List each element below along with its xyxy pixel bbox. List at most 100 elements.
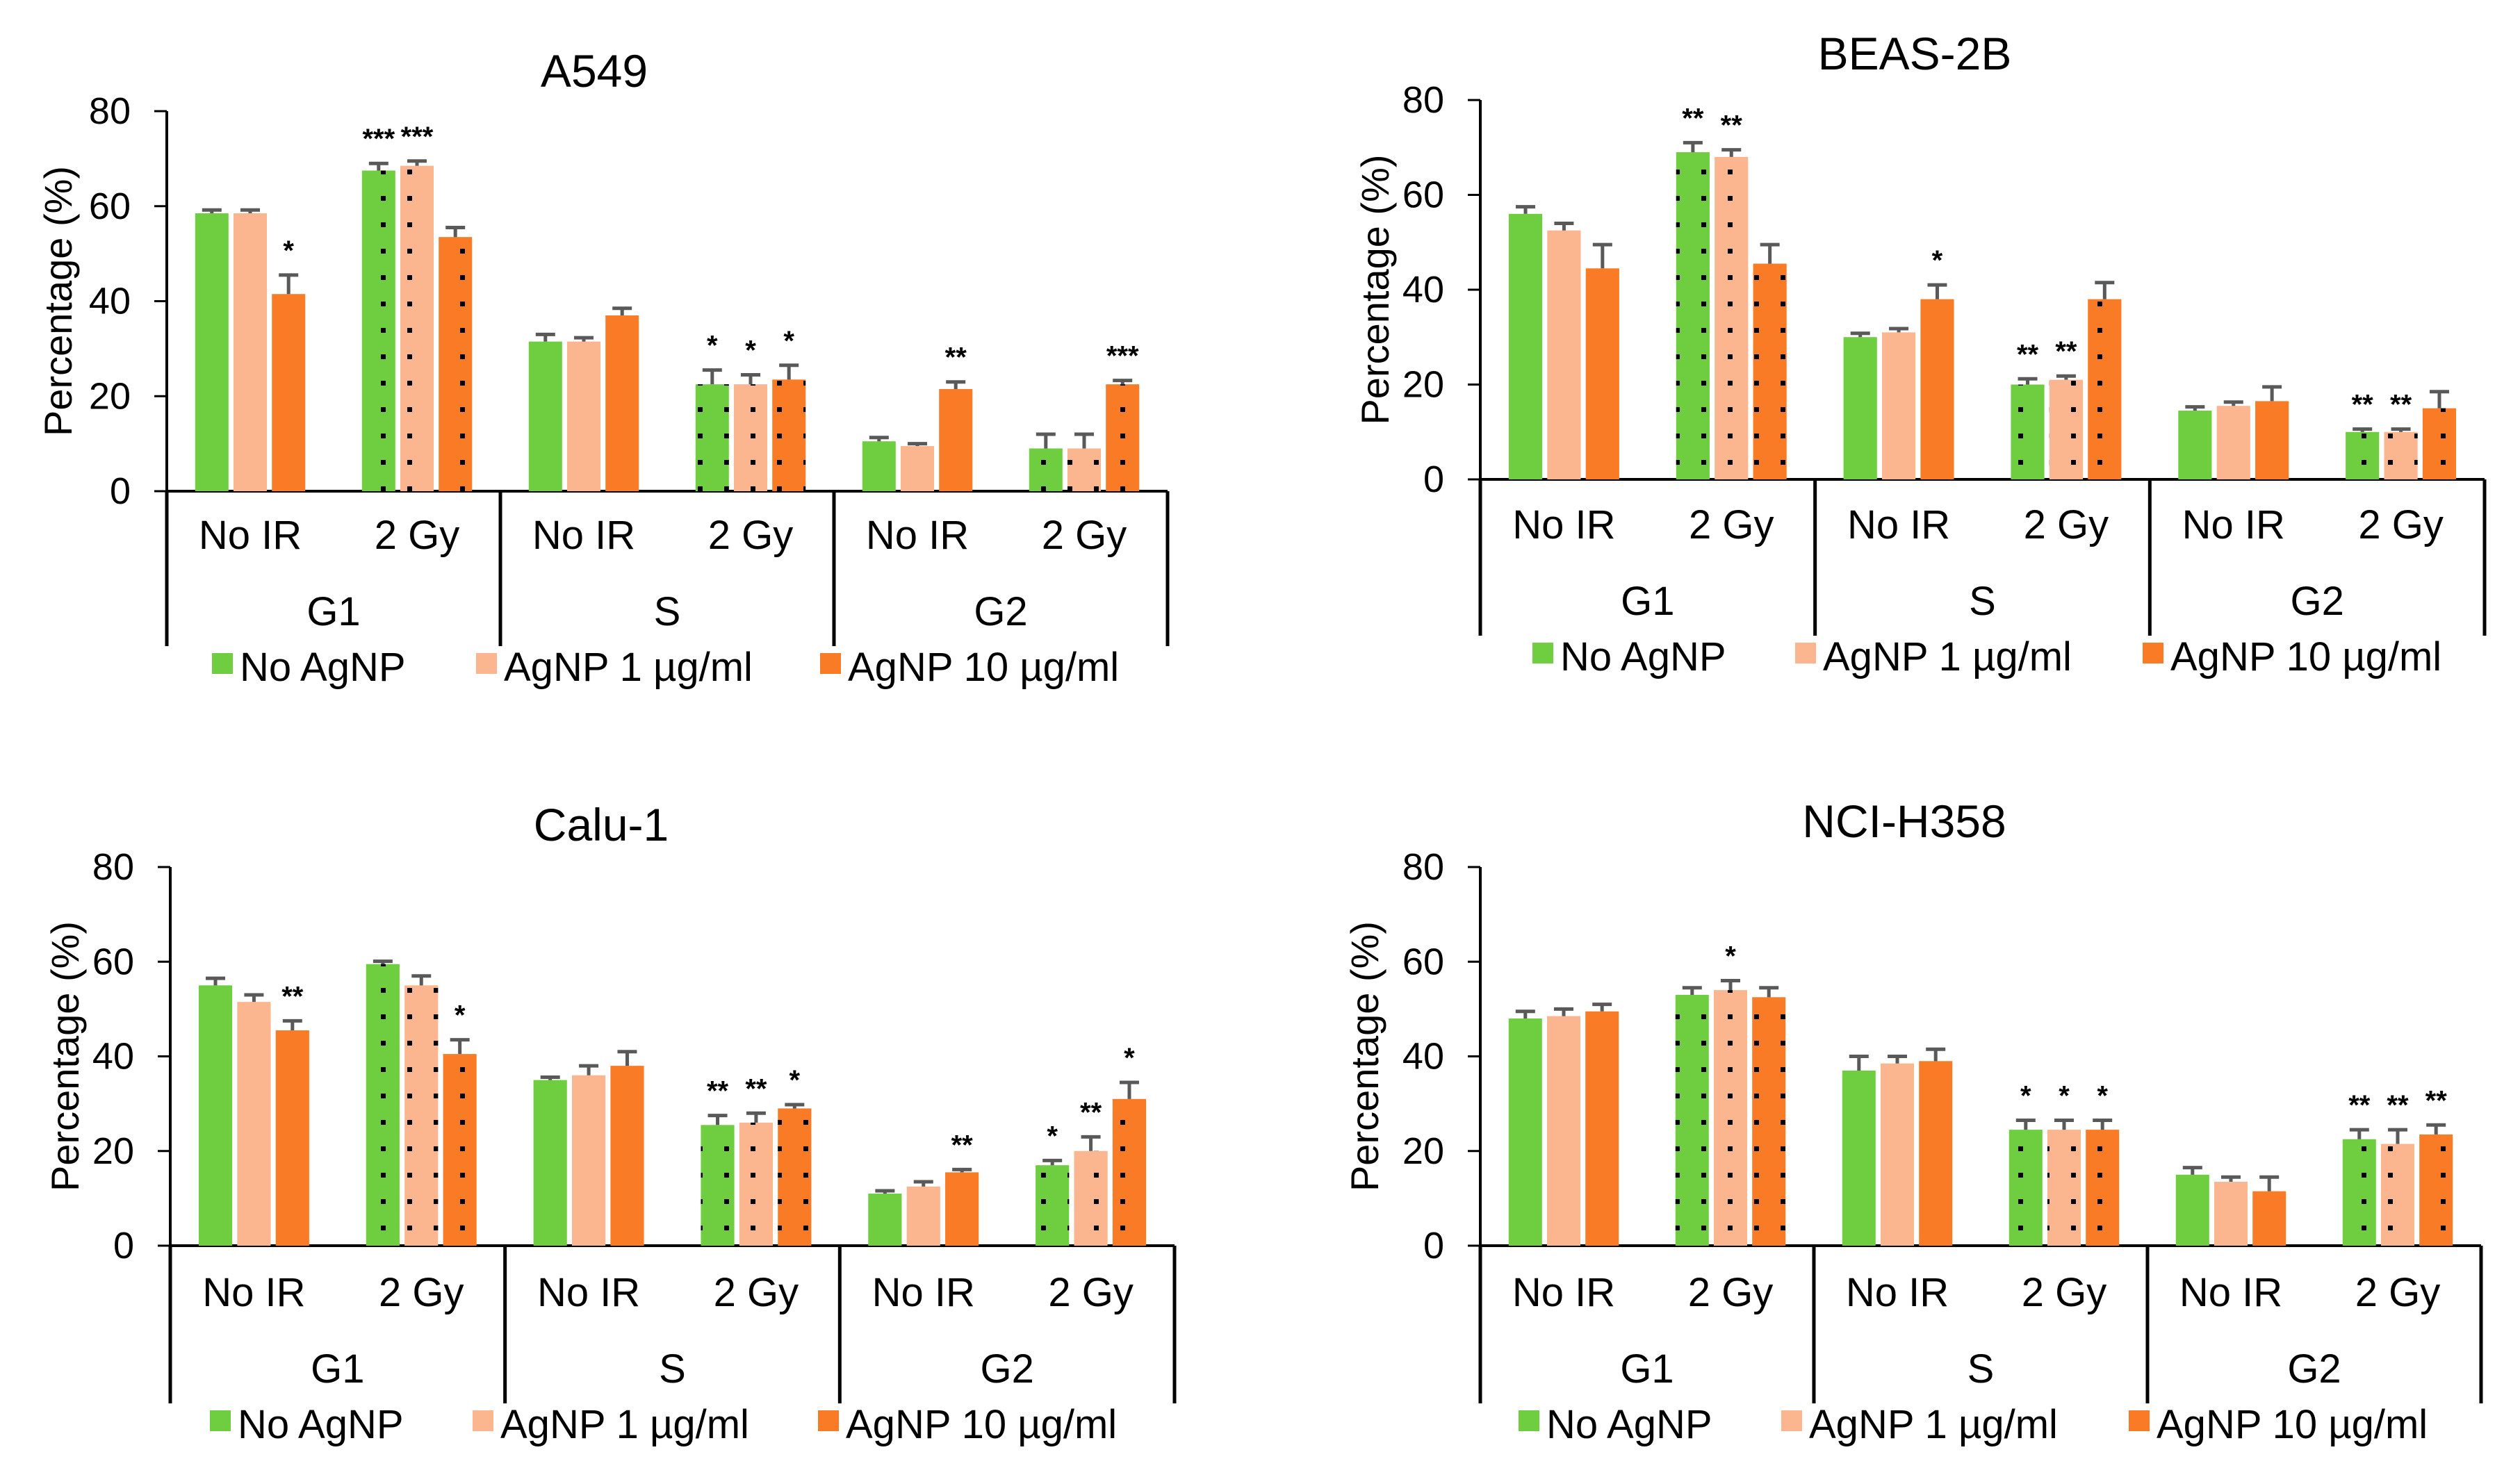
significance-marker: ** xyxy=(1080,1097,1102,1128)
bar-dot-pattern xyxy=(734,384,767,491)
condition-label: No IR xyxy=(1846,1270,1949,1315)
bar xyxy=(1508,213,1543,479)
error-bar xyxy=(1760,242,1780,264)
legend-label: AgNP 1 µg/ml xyxy=(504,645,753,690)
group-label: G2 xyxy=(2290,579,2343,624)
bar-dot-pattern xyxy=(701,1125,735,1246)
bar-dot-pattern xyxy=(2381,1144,2414,1246)
y-tick-label: 60 xyxy=(1402,941,1444,982)
bar-dot-pattern xyxy=(2346,431,2380,479)
group-label: G2 xyxy=(2287,1346,2341,1392)
error-bar xyxy=(2185,405,2205,411)
error-bar xyxy=(1759,986,1779,998)
significance-marker: * xyxy=(1932,245,1943,276)
error-bar xyxy=(2429,390,2449,409)
y-tick-label: 60 xyxy=(1402,174,1444,216)
y-tick-label: 0 xyxy=(110,470,131,512)
error-bar xyxy=(2259,1175,2280,1191)
bar-dot-pattern xyxy=(1753,263,1787,479)
bar-dot-pattern xyxy=(778,1108,812,1246)
error-bar xyxy=(1113,379,1133,385)
error-bar xyxy=(952,1167,972,1173)
bar xyxy=(2216,406,2250,479)
error-bar xyxy=(617,1050,637,1066)
error-bar xyxy=(702,368,722,385)
significance-marker: ** xyxy=(2425,1085,2448,1116)
significance-marker: ** xyxy=(945,343,967,373)
legend-label: AgNP 10 µg/ml xyxy=(846,1402,1117,1447)
group-label: G1 xyxy=(306,589,360,634)
legend-swatch xyxy=(1532,643,1553,663)
condition-label: 2 Gy xyxy=(1042,513,1127,558)
error-bar xyxy=(407,159,427,166)
bar xyxy=(2214,1182,2248,1246)
bar-dot-pattern xyxy=(1112,1098,1147,1246)
condition-label: No IR xyxy=(866,513,969,558)
bar xyxy=(2252,1191,2286,1246)
error-bar xyxy=(202,208,222,214)
bar-dot-pattern xyxy=(2384,431,2418,479)
condition-label: No IR xyxy=(199,513,302,558)
condition-label: 2 Gy xyxy=(2358,502,2444,547)
y-tick-label: 0 xyxy=(113,1225,134,1267)
significance-marker: * xyxy=(455,1000,466,1031)
error-bar xyxy=(2182,1166,2202,1175)
significance-marker: ** xyxy=(1721,110,1743,141)
y-axis-label: Percentage (%) xyxy=(36,166,80,436)
significance-marker: ** xyxy=(2387,1090,2409,1121)
condition-label: No IR xyxy=(1512,1270,1615,1315)
error-bar xyxy=(913,1180,933,1187)
significance-marker: * xyxy=(2020,1080,2031,1111)
error-bar xyxy=(2353,427,2373,432)
bar xyxy=(1920,299,1954,479)
legend-label: No AgNP xyxy=(240,645,406,690)
legend-swatch xyxy=(473,1410,493,1431)
significance-marker: *** xyxy=(1106,341,1139,372)
legend-swatch xyxy=(1795,643,1816,663)
legend-swatch xyxy=(820,653,841,674)
significance-marker: ** xyxy=(2348,1090,2371,1121)
legend-swatch xyxy=(212,653,233,674)
bar-dot-pattern xyxy=(439,237,473,491)
significance-marker: * xyxy=(283,236,294,266)
legend-swatch xyxy=(2143,643,2163,663)
error-bar xyxy=(445,226,466,238)
y-tick-label: 20 xyxy=(1402,364,1444,406)
bar-dot-pattern xyxy=(1752,997,1786,1246)
condition-label: 2 Gy xyxy=(1688,1270,1774,1315)
y-tick-label: 20 xyxy=(1402,1130,1444,1172)
bar xyxy=(1843,337,1877,479)
condition-label: No IR xyxy=(2179,1270,2282,1315)
error-bar xyxy=(2015,1118,2036,1130)
bar xyxy=(567,341,600,491)
bar xyxy=(610,1066,644,1246)
error-bar xyxy=(2223,400,2243,406)
bar-dot-pattern xyxy=(2342,1139,2376,1246)
legend: No AgNP AgNP 1 µg/ml AgNP 10 µg/ml xyxy=(1519,1402,2428,1447)
significance-marker: * xyxy=(789,1065,801,1096)
error-bar xyxy=(612,306,632,316)
error-bar xyxy=(282,1018,302,1031)
error-bar xyxy=(2093,1118,2113,1130)
bar-dot-pattern xyxy=(1074,1151,1108,1246)
bar xyxy=(572,1075,606,1246)
bar-dot-pattern xyxy=(2422,408,2457,479)
legend-label: No AgNP xyxy=(1560,634,1726,679)
error-bar xyxy=(2018,377,2038,385)
chart-panel-2: BEAS-2B Percentage (%) 0 20 40 60 80 No IR ** ** 2… xyxy=(1353,28,2487,679)
error-bar xyxy=(2221,1175,2241,1182)
y-axis-label: Percentage (%) xyxy=(43,921,87,1191)
legend-label: AgNP 1 µg/ml xyxy=(500,1402,749,1447)
bar-dot-pattern xyxy=(400,165,434,491)
error-bar xyxy=(1926,1047,1946,1062)
bar xyxy=(1881,1063,1914,1246)
legend-swatch xyxy=(210,1410,231,1431)
y-tick-label: 40 xyxy=(89,281,131,322)
y-tick-label: 80 xyxy=(92,846,134,888)
significance-marker: * xyxy=(745,335,756,365)
error-bar xyxy=(411,974,432,986)
significance-marker: *** xyxy=(362,124,395,154)
bar-dot-pattern xyxy=(1067,448,1101,491)
significance-marker: ** xyxy=(951,1130,974,1160)
chart-title: NCI-H358 xyxy=(1802,795,2006,847)
